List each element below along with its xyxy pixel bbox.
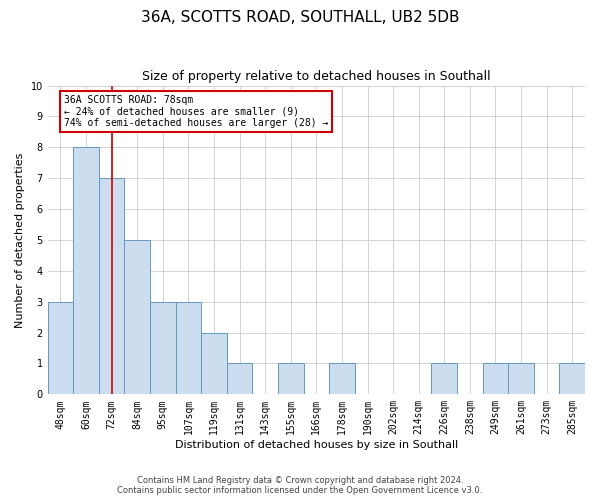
Bar [329,364,355,394]
Bar [176,302,201,394]
Bar [482,364,508,394]
Bar [47,302,73,394]
X-axis label: Distribution of detached houses by size in Southall: Distribution of detached houses by size … [175,440,458,450]
Text: 36A SCOTTS ROAD: 78sqm
← 24% of detached houses are smaller (9)
74% of semi-deta: 36A SCOTTS ROAD: 78sqm ← 24% of detached… [64,95,328,128]
Text: 36A, SCOTTS ROAD, SOUTHALL, UB2 5DB: 36A, SCOTTS ROAD, SOUTHALL, UB2 5DB [141,10,459,25]
Text: Contains HM Land Registry data © Crown copyright and database right 2024.
Contai: Contains HM Land Registry data © Crown c… [118,476,482,495]
Y-axis label: Number of detached properties: Number of detached properties [15,152,25,328]
Bar [559,364,585,394]
Bar [201,332,227,394]
Bar [73,148,99,394]
Bar [99,178,124,394]
Bar [227,364,253,394]
Bar [150,302,176,394]
Bar [124,240,150,394]
Title: Size of property relative to detached houses in Southall: Size of property relative to detached ho… [142,70,491,83]
Bar [508,364,534,394]
Bar [431,364,457,394]
Bar [278,364,304,394]
